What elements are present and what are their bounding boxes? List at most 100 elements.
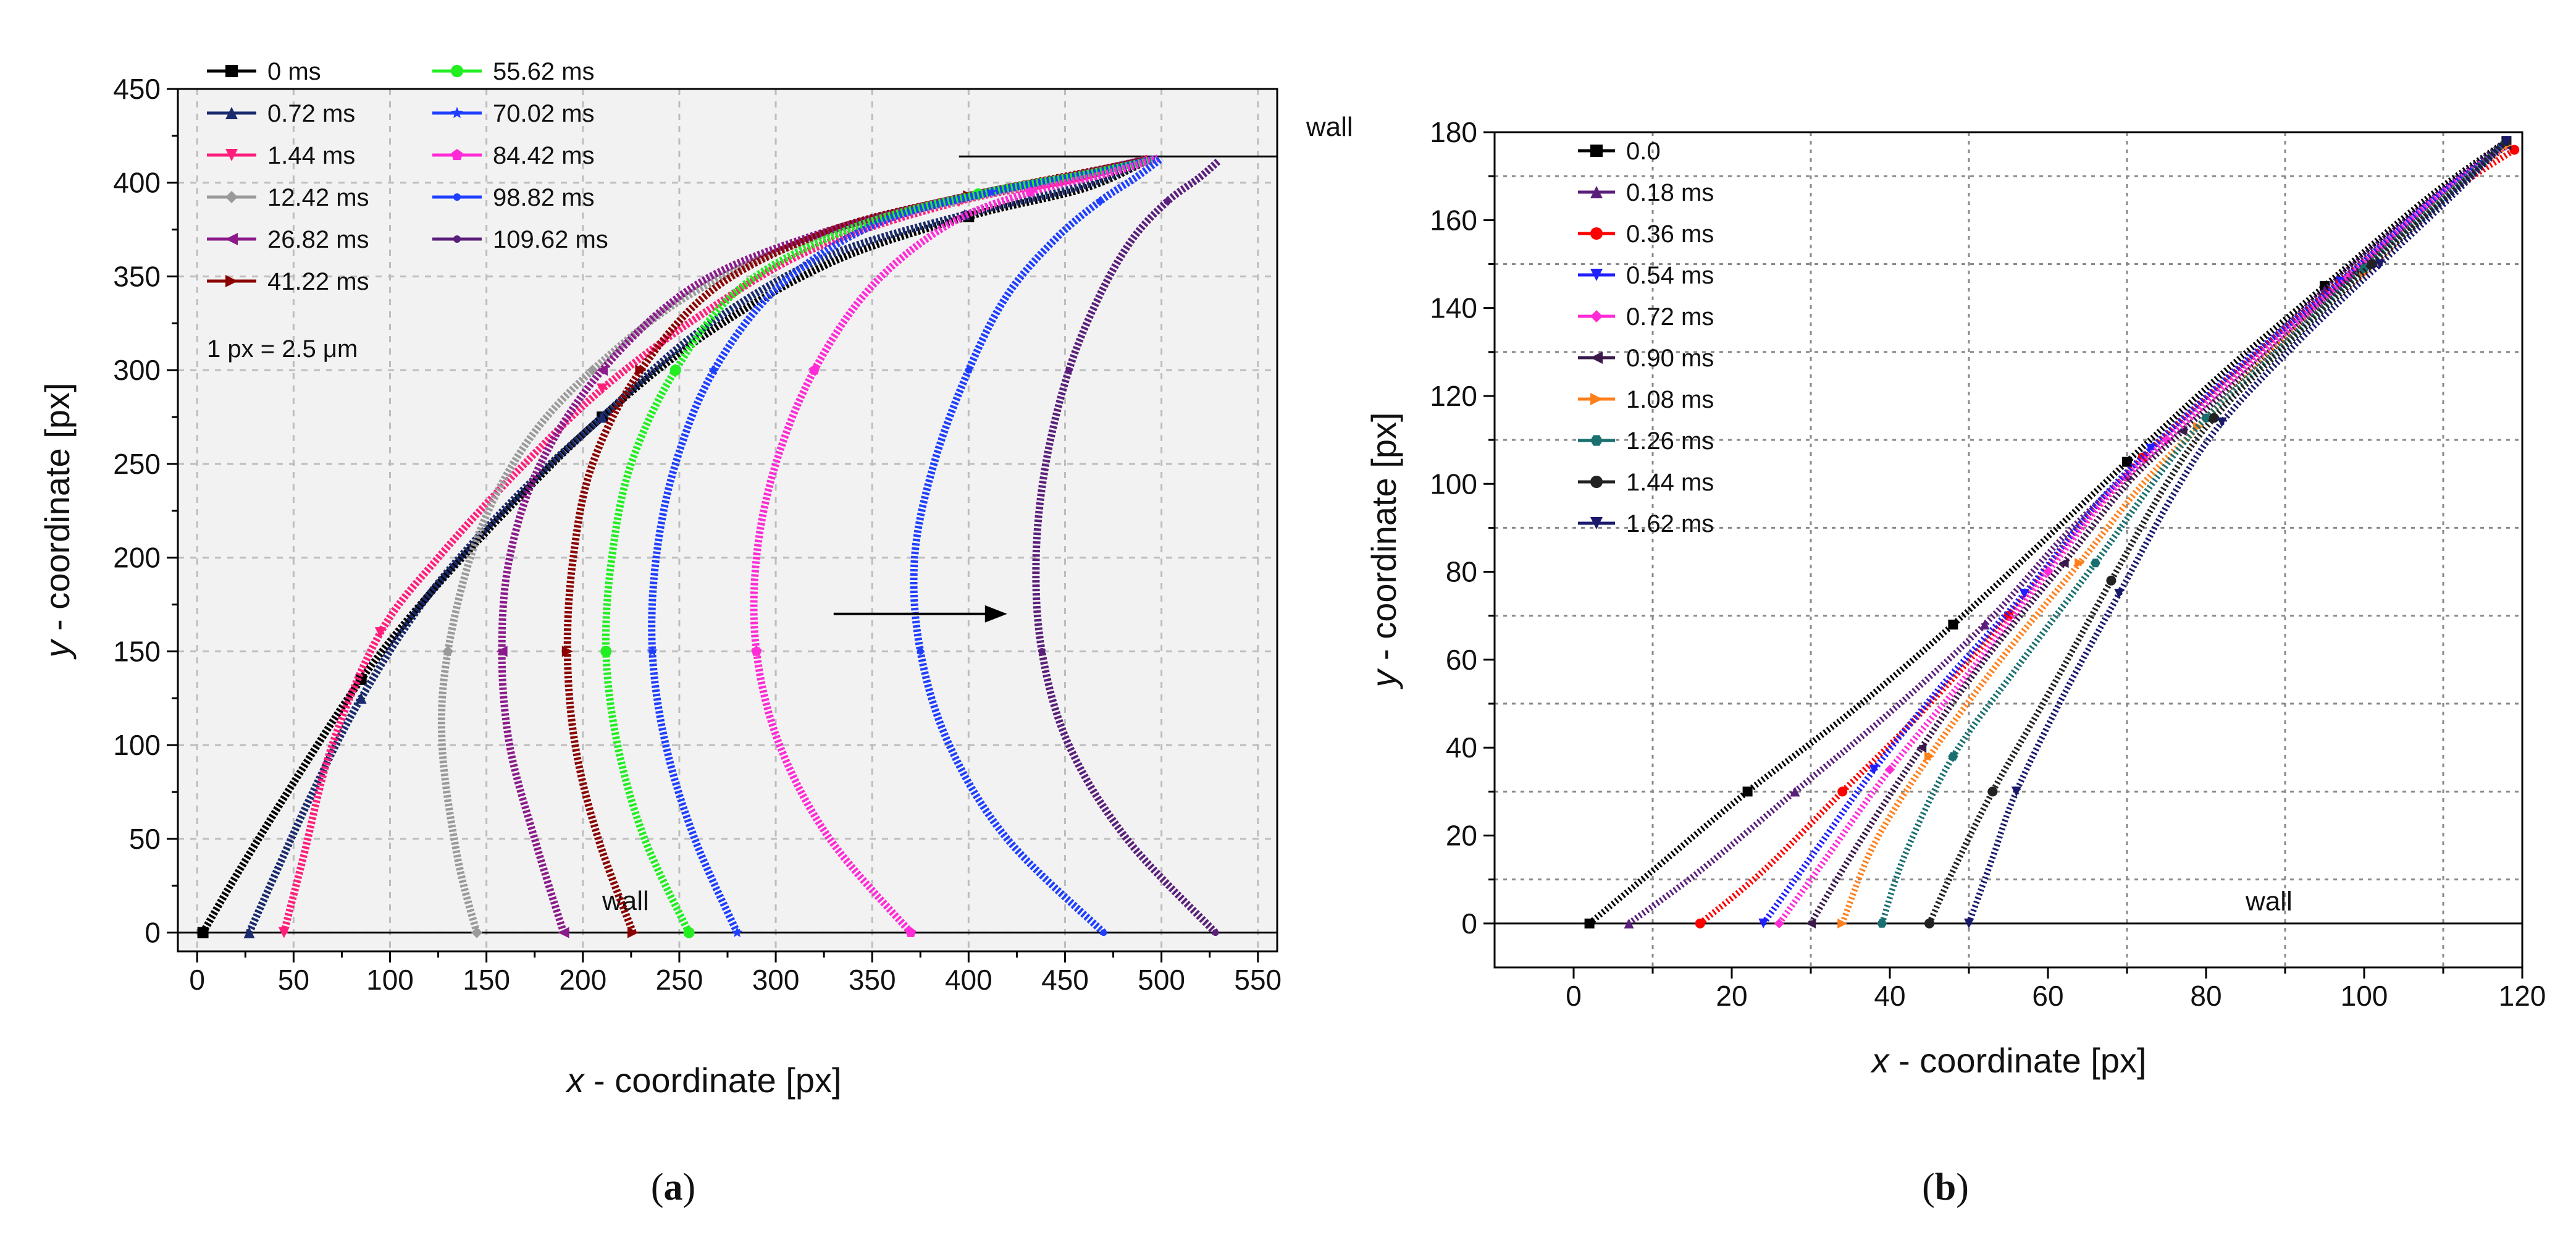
data-point [647,646,658,656]
wall-label: wall [2245,886,2293,916]
y-tick-label: 300 [113,354,161,386]
legend-label: 0.18 ms [1626,179,1714,206]
data-point [1790,786,1800,797]
data-point [1837,918,1848,928]
data-point [635,364,647,376]
legend-label: 109.62 ms [493,226,608,253]
legend-marker [1590,476,1603,488]
data-point [2501,136,2512,146]
y-tick-label: 400 [113,167,161,199]
data-point [374,627,386,639]
x-tick-label: 100 [2341,980,2388,1012]
data-point [1924,751,1934,762]
x-tick-label: 550 [1234,964,1282,996]
y-tick-label: 450 [113,73,161,105]
legend-label: 70.02 ms [493,100,595,127]
data-point [1869,764,1879,775]
y-tick-label: 60 [1446,644,1477,676]
legend-label: 26.82 ms [267,226,369,253]
data-point [1038,648,1046,655]
data-point [1924,918,1934,928]
legend-label: 12.42 ms [267,184,369,211]
wall-label: wall [1306,112,1353,142]
x-tick-label: 40 [1874,980,1905,1012]
data-point [1584,918,1595,928]
data-point [917,648,924,655]
data-point [1964,918,1974,928]
data-point [1065,366,1073,374]
data-point [197,927,209,938]
legend-marker [1590,435,1603,446]
y-tick-label: 80 [1446,556,1477,588]
data-point [597,411,608,423]
x-tick-label: 200 [559,964,606,996]
legend-label: 0.72 ms [1626,303,1714,331]
data-point [600,646,612,657]
legend-marker [1590,393,1603,405]
data-point [1948,619,1958,630]
y-tick-label: 350 [113,260,161,292]
legend-marker [453,193,461,201]
legend-label: 0.72 ms [267,100,355,127]
x-tick-label: 0 [189,964,205,996]
legend-label: 0.54 ms [1626,262,1714,289]
data-point [2209,413,2219,423]
data-point [558,927,569,938]
data-point [2043,566,2053,577]
panel-b: 0 20 40 60 80 100 120020406080100120140160180 … [1364,116,2546,1208]
plot-frame-b [1493,131,2524,969]
legend-label: 41.22 ms [267,268,369,295]
data-point [669,364,681,376]
data-point [751,646,762,656]
series-98-82-ms [910,155,1164,935]
x-tick-label: 300 [752,964,800,996]
x-tick-label: 500 [1138,964,1185,996]
data-point [683,927,695,938]
legend-label: 98.82 ms [493,184,595,211]
series-0-72-ms [246,156,1149,935]
data-point [708,364,720,375]
y-tick-label: 100 [113,729,161,761]
x-tick-label: 60 [2032,980,2063,1012]
data-point [2106,575,2117,586]
x-tick-label: 50 [278,964,309,996]
data-point [2075,558,2085,568]
x-tick-label: 450 [1041,964,1089,996]
y-tick-label: 40 [1446,731,1477,764]
legend-marker [225,191,238,203]
legend-marker [1590,186,1603,198]
series-1-44-ms [280,154,1149,934]
data-point [2217,417,2227,427]
x-tick-label: 80 [2190,980,2221,1012]
x-axis-label-a: x - coordinate [px] [564,1061,841,1100]
x-tick-label: 20 [1716,980,1747,1012]
legend-label: 1.26 ms [1626,427,1714,455]
data-point [1742,786,1753,797]
data-point [1877,919,1887,928]
legend-label: 55.62 ms [493,58,595,85]
data-point [2114,589,2125,599]
data-point [2367,259,2377,269]
y-tick-label: 120 [1430,380,1477,412]
y-axis-label-b: y - coordinate [px] [1364,412,1403,689]
legend-marker [451,65,463,77]
data-point [1774,918,1784,928]
legend-marker [225,107,238,119]
y-tick-label: 250 [113,448,161,480]
data-point [2122,457,2132,467]
legend-marker [1590,517,1603,529]
data-point [1916,743,1927,753]
x-tick-label: 120 [2499,980,2546,1012]
data-point [627,927,639,938]
data-point [597,364,608,376]
data-point [1100,929,1107,937]
data-point [1948,752,1958,761]
legend-marker [1590,269,1603,281]
data-point [1979,619,1990,630]
plot-frame-a [177,88,1278,953]
x-tick-label: 250 [656,964,703,996]
y-axis-label-a: y - coordinate [px] [38,382,77,660]
legend-marker [453,235,461,243]
data-point [2509,145,2520,155]
